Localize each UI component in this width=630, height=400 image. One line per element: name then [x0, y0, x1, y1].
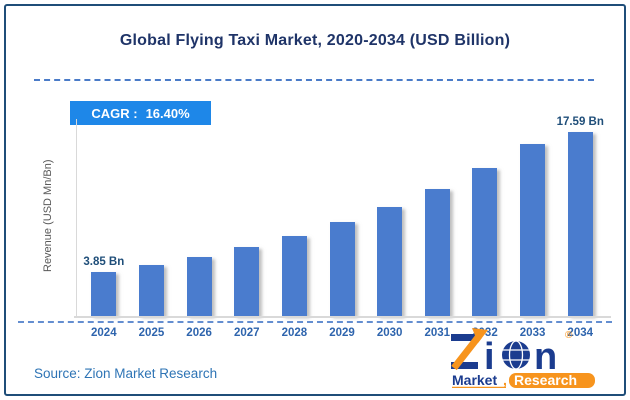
x-tick-2026: 2026 — [186, 327, 212, 339]
source-text: Source: Zion Market Research — [34, 366, 218, 381]
logo-sub-research: Research — [514, 372, 577, 388]
x-tick-2025: 2025 — [138, 327, 165, 339]
bar-slot-2031 — [413, 116, 461, 316]
bar-slot-2033 — [509, 116, 557, 316]
bar-2028 — [281, 235, 307, 316]
chart-frame: Global Flying Taxi Market, 2020-2034 (US… — [4, 4, 626, 396]
svg-text:,: , — [503, 372, 507, 388]
logo-globe-icon — [502, 340, 530, 370]
logo-sub-market: Market — [452, 372, 497, 388]
bar-2025 — [138, 265, 164, 316]
bar-2024 — [91, 272, 117, 316]
bar-slot-2026 — [175, 116, 223, 316]
x-tick-2033: 2033 — [519, 327, 546, 339]
bar-slot-2028 — [271, 116, 319, 316]
logo-registered-mark: ® — [565, 330, 573, 341]
logo-letter-z — [451, 334, 478, 369]
bar-2027 — [234, 247, 260, 316]
x-tick-2031: 2031 — [424, 327, 451, 339]
bar-slot-2034: 17.59 Bn — [556, 116, 604, 316]
bar-value-label-2024: 3.85 Bn — [83, 256, 125, 269]
bar-slot-2027 — [223, 116, 271, 316]
bottom-dashed-divider — [18, 321, 612, 323]
cagr-value: 16.40% — [145, 105, 190, 121]
bar-2031 — [424, 189, 450, 316]
bar-2033 — [520, 144, 546, 316]
bar-2034 — [567, 132, 593, 316]
bar-2026 — [186, 256, 212, 316]
x-tick-2027: 2027 — [233, 327, 260, 339]
x-tick-2029: 2029 — [329, 327, 355, 339]
plot-area: 3.85 Bn 17.59 Bn — [80, 116, 604, 316]
logo-arrow-icon — [451, 328, 488, 371]
cagr-badge: CAGR : 16.40% — [70, 101, 211, 125]
bar-2029 — [329, 222, 355, 316]
x-tick-2024: 2024 — [91, 327, 117, 339]
bar-slot-2025 — [128, 116, 176, 316]
bar-slot-2024: 3.85 Bn — [80, 116, 128, 316]
y-axis-line — [76, 119, 77, 316]
bar-slot-2032 — [461, 116, 509, 316]
x-axis-tick-row: 2024202520262027202820292030203120322033… — [80, 327, 604, 339]
x-tick-2030: 2030 — [376, 327, 403, 339]
x-tick-2034: 2034 — [567, 327, 594, 339]
bar-2032 — [472, 168, 498, 316]
y-axis-label: Revenue (USD Mn/Bn) — [42, 159, 54, 273]
x-axis-line — [74, 316, 611, 318]
bar-slot-2030 — [366, 116, 414, 316]
bar-slot-2029 — [318, 116, 366, 316]
cagr-label: CAGR : — [91, 105, 138, 121]
svg-text:n: n — [534, 336, 557, 378]
bar-2030 — [377, 207, 403, 316]
bar-value-label-2034: 17.59 Bn — [556, 116, 604, 128]
zion-market-research-logo: i n ® Market , Research — [451, 328, 595, 388]
chart-title: Global Flying Taxi Market, 2020-2034 (US… — [119, 32, 511, 49]
top-dashed-divider — [34, 79, 594, 81]
x-tick-2028: 2028 — [281, 327, 308, 339]
svg-text:i: i — [484, 336, 495, 378]
